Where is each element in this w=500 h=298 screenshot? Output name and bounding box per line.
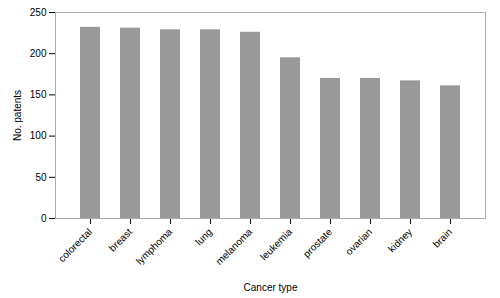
svg-text:kidney: kidney bbox=[386, 226, 414, 254]
svg-text:ovarian: ovarian bbox=[343, 226, 374, 257]
svg-text:lymphoma: lymphoma bbox=[134, 226, 175, 267]
svg-text:brain: brain bbox=[431, 226, 455, 250]
svg-text:melanoma: melanoma bbox=[213, 226, 254, 267]
svg-text:150: 150 bbox=[30, 89, 47, 100]
svg-text:50: 50 bbox=[35, 172, 47, 183]
svg-text:0: 0 bbox=[41, 213, 47, 224]
svg-text:breast: breast bbox=[107, 226, 135, 254]
svg-text:No. patents: No. patents bbox=[12, 90, 23, 141]
svg-text:200: 200 bbox=[30, 48, 47, 59]
svg-text:colorectal: colorectal bbox=[56, 226, 94, 264]
svg-text:lung: lung bbox=[193, 226, 214, 247]
svg-text:prostate: prostate bbox=[301, 226, 335, 260]
svg-text:leukemia: leukemia bbox=[258, 226, 294, 262]
svg-text:100: 100 bbox=[30, 130, 47, 141]
svg-text:250: 250 bbox=[30, 7, 47, 18]
svg-text:Cancer type: Cancer type bbox=[244, 282, 298, 293]
